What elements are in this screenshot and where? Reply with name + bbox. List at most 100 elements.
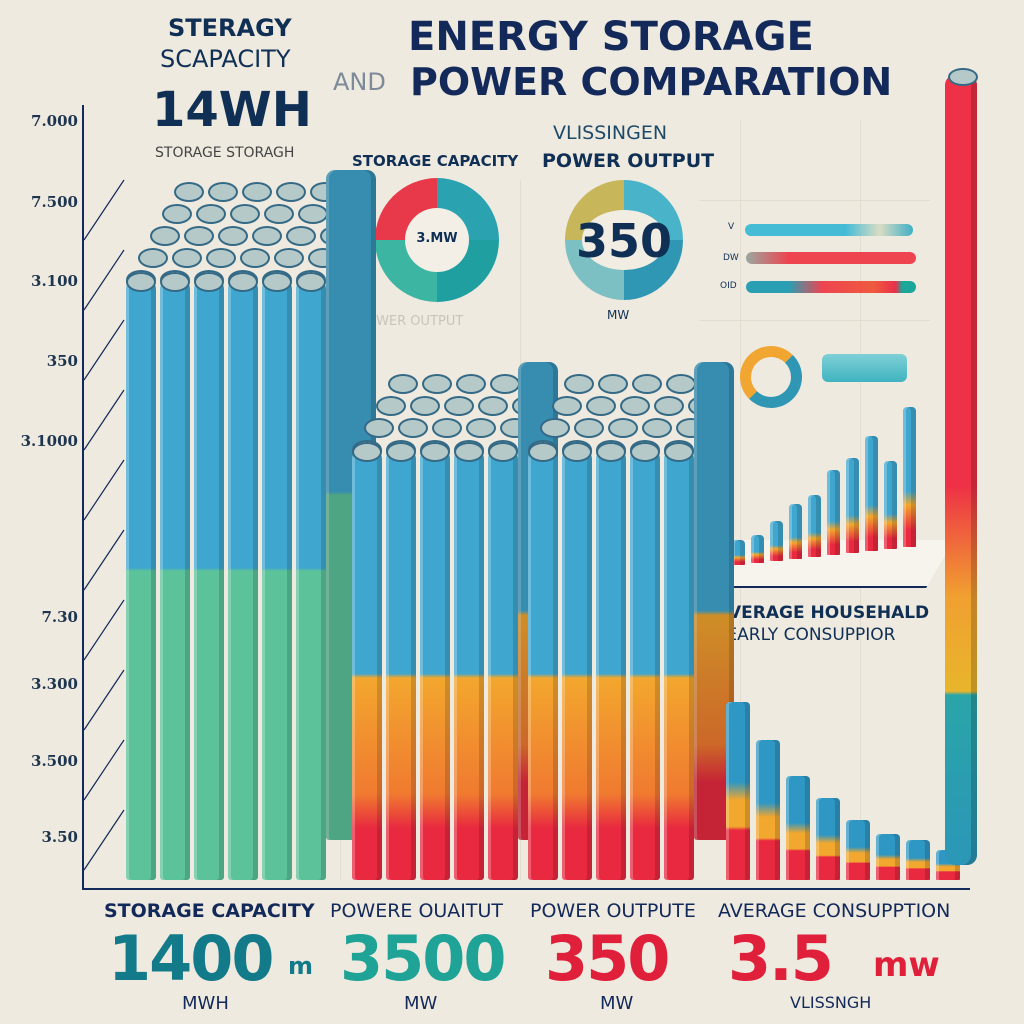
battery-cap: [298, 204, 328, 224]
value-1: 1400: [108, 922, 275, 995]
category-label-4: AVERAGE CONSUPPTION: [718, 900, 951, 922]
consumption-bar: [786, 776, 810, 880]
battery-cap: [630, 442, 660, 462]
battery-column: [194, 280, 224, 880]
battery-cap: [194, 272, 224, 292]
hatch-line: [84, 669, 125, 731]
unit-3: MW: [600, 993, 634, 1014]
y-axis-line: [82, 105, 84, 890]
battery-cap: [228, 272, 258, 292]
power-location: VLISSINGEN: [553, 122, 668, 144]
household-bar: [884, 461, 897, 549]
battery-cap: [410, 396, 440, 416]
battery-cap: [490, 374, 520, 394]
battery-column: [664, 450, 694, 880]
battery-cap: [564, 374, 594, 394]
value-4-suffix: mw: [873, 945, 940, 985]
battery-cap: [574, 418, 604, 438]
hatch-line: [84, 739, 125, 801]
consumption-bar: [906, 840, 930, 880]
left-heading-1: STERAGY: [168, 14, 292, 42]
household-bar: [808, 495, 821, 557]
battery-column: [296, 280, 326, 880]
battery-cap: [596, 442, 626, 462]
battery-cap: [454, 442, 484, 462]
battery-column: [420, 450, 450, 880]
battery-cap: [388, 374, 418, 394]
battery-cap: [352, 442, 382, 462]
battery-cap: [478, 396, 508, 416]
mini-bar-1: [745, 224, 913, 236]
household-bar: [827, 470, 840, 555]
battery-cap: [376, 396, 406, 416]
small-ring-icon: [740, 346, 802, 408]
household-bar: [770, 521, 783, 561]
battery-cap: [138, 248, 168, 268]
y-tick-label: 350: [46, 352, 78, 370]
mini-bar-3: [746, 281, 916, 293]
battery-cap: [528, 442, 558, 462]
household-bar: [846, 458, 859, 553]
household-bar: [865, 436, 878, 551]
tall-bar-cap: [948, 68, 978, 86]
storage-donut-center: 3.MW: [416, 231, 458, 246]
battery-cap: [598, 374, 628, 394]
battery-column: [352, 450, 382, 880]
household-label-2: YEARLY CONSUPPIOR: [716, 625, 896, 645]
value-2: 3500: [340, 922, 507, 995]
household-bar: [789, 504, 802, 559]
battery-cap: [632, 374, 662, 394]
battery-cap: [126, 272, 156, 292]
left-heading-2: SCAPACITY: [160, 45, 291, 73]
power-donut-center: 350: [575, 214, 673, 268]
tall-bar: [945, 75, 977, 865]
consumption-bar: [816, 798, 840, 880]
battery-cap: [488, 442, 518, 462]
battery-cap: [540, 418, 570, 438]
hatch-line: [84, 249, 125, 311]
battery-cap: [364, 418, 394, 438]
battery-cap: [620, 396, 650, 416]
battery-cap: [666, 374, 696, 394]
battery-cap: [174, 182, 204, 202]
battery-cap: [252, 226, 282, 246]
battery-cap: [422, 374, 452, 394]
mini-bar-label-3: OID: [720, 281, 737, 291]
storage-donut-hole: [405, 208, 469, 272]
left-caption: STORAGE STORAGH: [155, 145, 295, 161]
storage-donut-label: STORAGE CAPACITY: [352, 152, 519, 170]
unit-1: MWH: [182, 993, 229, 1014]
hatch-line: [84, 459, 125, 521]
battery-cap: [444, 396, 474, 416]
title-line-1: ENERGY STORAGE: [408, 14, 814, 60]
mini-bar-label-1: V: [728, 222, 735, 232]
hatch-line: [84, 529, 125, 591]
y-tick-label: 7.000: [31, 112, 78, 130]
unit-2: MW: [404, 993, 438, 1014]
battery-cap: [276, 182, 306, 202]
battery-cap: [608, 418, 638, 438]
category-label-2: POWERE OUAITUT: [330, 900, 504, 922]
battery-cap: [398, 418, 428, 438]
battery-column: [630, 450, 660, 880]
consumption-bar: [876, 834, 900, 880]
battery-column: [262, 280, 292, 880]
value-3: 350: [545, 922, 670, 995]
y-tick-label: 3.50: [41, 828, 78, 846]
battery-cap: [240, 248, 270, 268]
y-tick-label: 3.500: [31, 752, 78, 770]
battery-cap: [150, 226, 180, 246]
battery-cap: [432, 418, 462, 438]
battery-cap: [642, 418, 672, 438]
battery-column: [386, 450, 416, 880]
category-label-1: STORAGE CAPACITY: [104, 900, 315, 922]
title-line-2: POWER COMPARATION: [410, 60, 893, 104]
battery-column: [454, 450, 484, 880]
left-value: 14WH: [152, 82, 312, 138]
battery-cap: [286, 226, 316, 246]
x-axis-line: [82, 888, 970, 890]
battery-cap: [552, 396, 582, 416]
category-label-3: POWER OUTPUTE: [530, 900, 696, 922]
battery-cap: [230, 204, 260, 224]
battery-cap: [242, 182, 272, 202]
